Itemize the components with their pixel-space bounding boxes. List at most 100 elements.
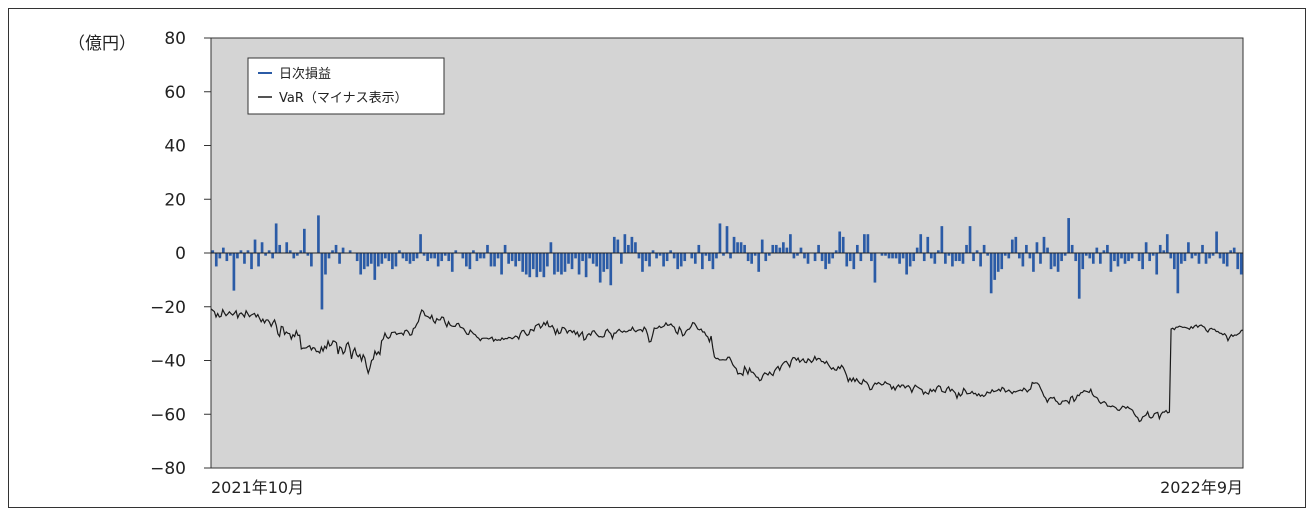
- daily-pnl-bar: [641, 253, 644, 272]
- daily-pnl-bar: [873, 253, 877, 283]
- daily-pnl-bar: [461, 253, 465, 259]
- daily-pnl-bar: [447, 253, 451, 262]
- daily-pnl-bar: [708, 253, 711, 262]
- daily-pnl-bar: [697, 244, 701, 253]
- daily-pnl-bar: [376, 253, 380, 267]
- daily-pnl-bar: [405, 253, 408, 262]
- daily-pnl-bar: [880, 253, 884, 256]
- daily-pnl-bar: [729, 253, 732, 259]
- daily-pnl-bar: [1144, 242, 1148, 253]
- daily-pnl-bar: [211, 250, 215, 253]
- daily-pnl-bar: [965, 244, 968, 253]
- daily-pnl-bar: [546, 253, 549, 267]
- daily-pnl-bar: [929, 253, 933, 259]
- daily-pnl-bar: [806, 253, 810, 264]
- y-tick-label: −60: [150, 405, 186, 425]
- daily-pnl-bar: [1049, 253, 1053, 270]
- daily-pnl-bar: [912, 253, 916, 262]
- daily-pnl-bar: [961, 253, 965, 264]
- legend-box: [247, 57, 445, 115]
- daily-pnl-bar: [348, 250, 352, 253]
- daily-pnl-bar: [306, 253, 310, 256]
- daily-pnl-bar: [894, 253, 898, 259]
- daily-pnl-bar: [1063, 253, 1067, 256]
- daily-pnl-bar: [940, 226, 944, 254]
- daily-pnl-bar: [785, 247, 789, 254]
- daily-pnl-bar: [739, 242, 743, 253]
- daily-pnl-bar: [901, 253, 905, 259]
- daily-pnl-bar: [556, 253, 560, 272]
- daily-pnl-bar: [528, 253, 532, 278]
- daily-pnl-bar: [803, 253, 806, 259]
- daily-pnl-bar: [310, 253, 313, 267]
- daily-pnl-bar: [542, 253, 546, 278]
- daily-pnl-bar: [1120, 253, 1123, 259]
- daily-pnl-bar: [616, 239, 620, 253]
- daily-pnl-bar: [1099, 253, 1102, 264]
- y-tick-label: 60: [164, 83, 186, 103]
- daily-pnl-bar: [253, 239, 257, 253]
- daily-pnl-bar: [1106, 244, 1109, 253]
- daily-pnl-bar: [968, 226, 972, 254]
- daily-pnl-bar: [1141, 253, 1144, 270]
- daily-pnl-bar: [1222, 253, 1225, 264]
- daily-pnl-bar: [870, 253, 873, 262]
- daily-pnl-bar: [1123, 253, 1127, 264]
- daily-pnl-bar: [419, 234, 422, 253]
- daily-pnl-bar: [489, 253, 493, 267]
- daily-pnl-bar: [288, 250, 292, 253]
- daily-pnl-bar: [500, 253, 503, 275]
- daily-pnl-bar: [1056, 253, 1060, 272]
- daily-pnl-bar: [229, 253, 232, 256]
- daily-pnl-bar: [264, 253, 267, 256]
- daily-pnl-bar: [863, 234, 866, 253]
- legend-label-daily-pnl: 日次損益: [279, 66, 331, 82]
- daily-pnl-bar: [1032, 253, 1035, 272]
- daily-pnl-bar: [327, 253, 331, 259]
- daily-pnl-bar: [926, 236, 930, 254]
- daily-pnl-bar: [665, 253, 669, 262]
- daily-pnl-bar: [711, 253, 715, 270]
- daily-pnl-bar: [764, 253, 768, 262]
- daily-pnl-bar: [669, 250, 672, 253]
- daily-pnl-bar: [951, 253, 954, 267]
- daily-pnl-bar: [690, 253, 694, 259]
- daily-pnl-bar: [1003, 253, 1007, 256]
- daily-pnl-bar: [433, 253, 436, 259]
- daily-pnl-bar: [1180, 253, 1183, 264]
- daily-pnl-bar: [479, 253, 482, 259]
- daily-pnl-bar: [570, 253, 574, 270]
- daily-pnl-bar: [486, 244, 489, 253]
- daily-pnl-bar: [989, 253, 993, 294]
- daily-pnl-bar: [1232, 247, 1236, 254]
- daily-pnl-bar: [693, 253, 697, 264]
- daily-pnl-bar: [1190, 253, 1194, 259]
- daily-pnl-bar: [1197, 253, 1201, 264]
- daily-pnl-bar: [1211, 253, 1215, 256]
- daily-pnl-bar: [517, 253, 521, 262]
- daily-pnl-bar: [384, 253, 387, 259]
- daily-pnl-bar: [1021, 253, 1025, 267]
- daily-pnl-bar: [366, 253, 370, 267]
- daily-pnl-bar: [468, 253, 472, 270]
- daily-pnl-bar: [574, 253, 577, 259]
- daily-pnl-bar: [1187, 242, 1190, 253]
- daily-pnl-bar: [996, 253, 1000, 272]
- daily-pnl-bar: [936, 250, 940, 253]
- daily-pnl-bar: [588, 253, 591, 259]
- daily-pnl-bar: [750, 253, 753, 264]
- daily-pnl-bar: [292, 253, 296, 259]
- daily-pnl-bar: [1236, 253, 1240, 270]
- daily-pnl-bar: [1102, 250, 1106, 253]
- daily-pnl-bar: [278, 244, 282, 253]
- daily-pnl-bar: [1039, 253, 1042, 264]
- daily-pnl-bar: [947, 253, 951, 256]
- daily-pnl-bar: [1204, 253, 1208, 264]
- daily-pnl-bar: [891, 253, 894, 259]
- daily-pnl-bar: [993, 253, 997, 280]
- daily-pnl-bar: [538, 253, 542, 272]
- daily-pnl-bar: [771, 244, 775, 253]
- daily-pnl-bar: [436, 253, 440, 267]
- daily-pnl-bar: [634, 242, 637, 253]
